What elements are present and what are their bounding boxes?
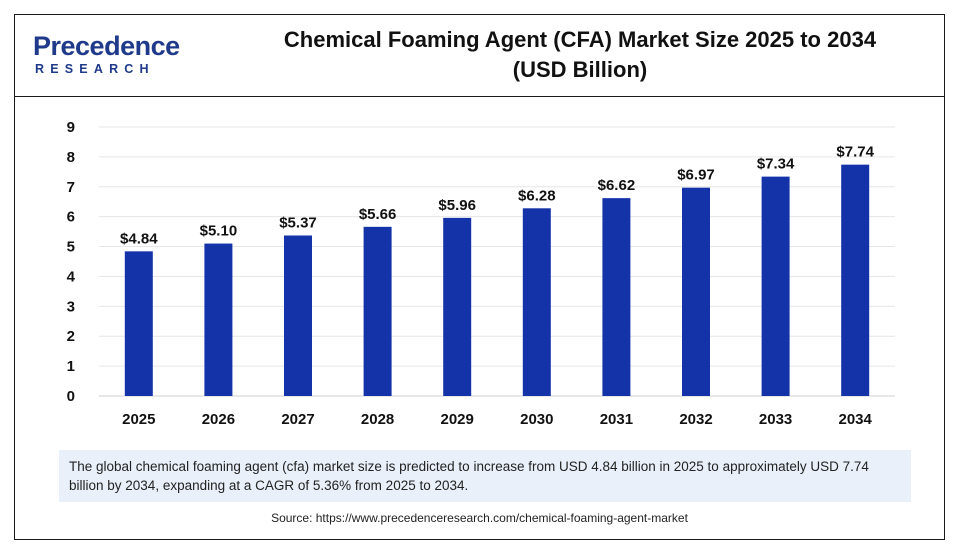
chart-title: Chemical Foaming Agent (CFA) Market Size…	[235, 25, 925, 85]
x-tick-label-2031: 2031	[600, 411, 633, 428]
data-label-2032: $6.97	[677, 167, 715, 184]
logo-wordmark: Precedence	[33, 31, 180, 61]
bar-2032	[682, 187, 710, 396]
header: Precedence RESEARCH Chemical Foaming Age…	[15, 15, 944, 97]
bar-2027	[284, 235, 312, 396]
bar-2033	[761, 176, 790, 396]
precedence-research-logo: Precedence RESEARCH	[33, 31, 193, 83]
x-tick-label-2028: 2028	[361, 411, 394, 428]
bar-chart: 0 1 2 3 4 5 6 7 8 9 $4.84 2025 $5.10 2026 $5.37 2027 $5.…	[67, 119, 895, 428]
y-tick-label: 0	[67, 388, 75, 405]
y-tick-label: 8	[67, 149, 75, 166]
bar-2030	[522, 208, 551, 396]
data-label-2026: $5.10	[200, 223, 238, 240]
infographic-frame: Precedence RESEARCH Chemical Foaming Age…	[14, 14, 945, 540]
y-tick-label: 9	[67, 119, 75, 136]
y-tick-label: 1	[67, 358, 75, 375]
y-tick-label: 2	[67, 328, 75, 345]
data-label-2033: $7.34	[757, 156, 795, 173]
y-tick-label: 6	[67, 209, 75, 226]
data-label-2034: $7.74	[836, 144, 874, 161]
chart-title-line1: Chemical Foaming Agent (CFA) Market Size…	[283, 27, 877, 52]
x-tick-label-2026: 2026	[202, 411, 235, 428]
bar-2028	[363, 226, 392, 396]
bar-2034	[841, 164, 870, 396]
bar-2026	[204, 243, 233, 396]
x-tick-label-2032: 2032	[679, 411, 712, 428]
logo-name: recedence	[50, 31, 181, 61]
y-tick-label: 5	[67, 239, 75, 256]
data-label-2027: $5.37	[279, 214, 317, 231]
bar-2031	[602, 198, 631, 396]
data-label-2031: $6.62	[598, 177, 636, 194]
data-label-2030: $6.28	[518, 187, 556, 204]
y-tick-label: 4	[67, 268, 76, 285]
data-label-2029: $5.96	[438, 197, 476, 214]
chart-title-line2: (USD Billion)	[512, 57, 648, 82]
bar-2029	[443, 217, 472, 396]
y-tick-label: 3	[67, 298, 75, 315]
x-tick-label-2030: 2030	[520, 411, 553, 428]
y-tick-label: 7	[67, 179, 75, 196]
bar-2025	[124, 251, 153, 396]
logo-initial: P	[33, 31, 51, 61]
data-label-2028: $5.66	[359, 206, 397, 223]
x-tick-label-2027: 2027	[281, 411, 314, 428]
source-citation: Source: https://www.precedenceresearch.c…	[271, 511, 688, 525]
x-tick-label-2025: 2025	[122, 411, 155, 428]
logo-subtitle: RESEARCH	[35, 62, 155, 76]
summary-note: The global chemical foaming agent (cfa) …	[59, 450, 911, 502]
x-tick-label-2033: 2033	[759, 411, 792, 428]
data-label-2025: $4.84	[120, 230, 158, 247]
x-tick-label-2029: 2029	[441, 411, 474, 428]
x-tick-label-2034: 2034	[839, 411, 873, 428]
